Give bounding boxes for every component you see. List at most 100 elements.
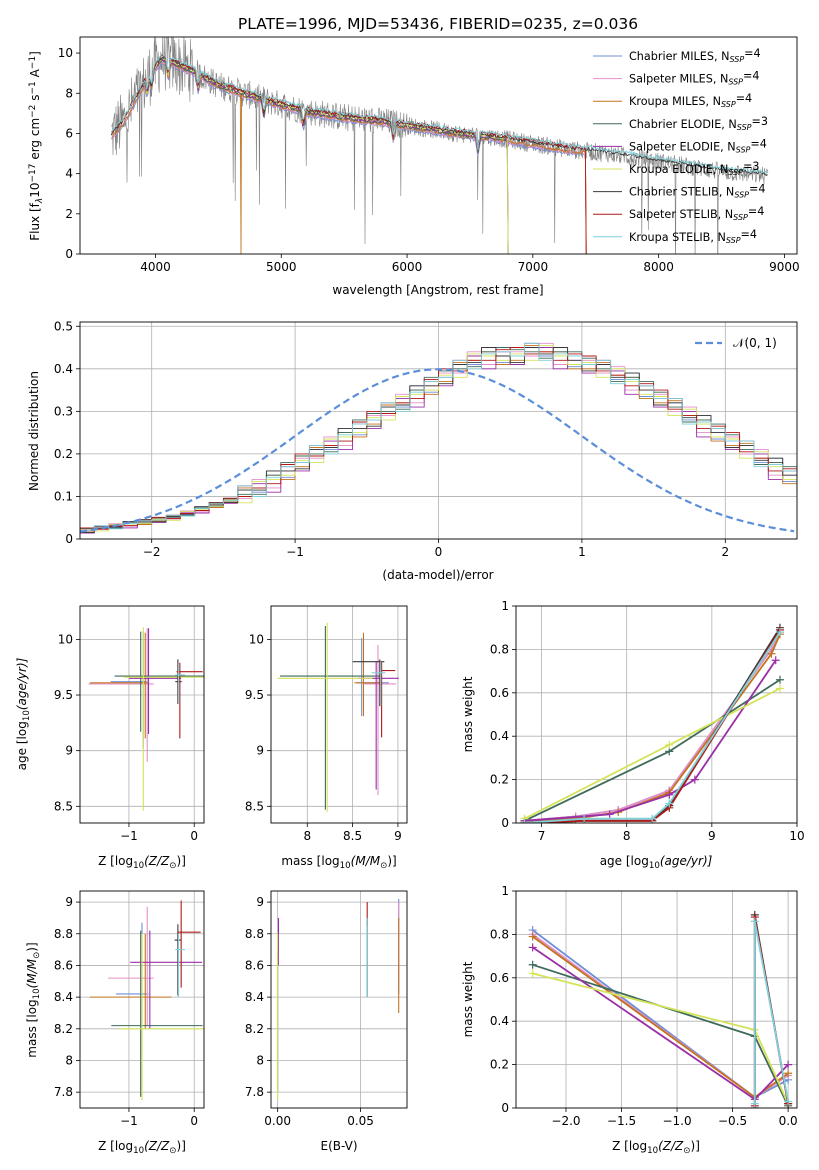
errorbar-chabrier-elodie	[114, 631, 204, 732]
x-axis-label: wavelength [Angstrom, rest frame]	[332, 283, 543, 297]
label-part: SSP	[728, 78, 743, 87]
label-part: Kroupa MILES, N	[629, 95, 721, 108]
x-tick-label: 0	[190, 829, 198, 843]
x-axis-label: mass [log10(M/M⊙)]	[281, 854, 396, 871]
label-part: (age/yr)]	[660, 854, 713, 868]
label-part: 10	[32, 988, 42, 999]
label-part: mass [log	[25, 999, 39, 1057]
legend-entry-chabrier-stelib: Chabrier STELIB, NSSP=4	[629, 182, 766, 200]
errorbar-chabrier-elodie	[111, 930, 203, 1097]
axes: 0.00 0.05 7.8 8 8.2 8.4 8.6 8.8 9	[245, 890, 408, 1128]
label-part: erg cm	[28, 118, 42, 164]
label-part: −1	[28, 81, 38, 94]
y-tick-label: 0.4	[54, 362, 73, 376]
y-tick-label: 8.8	[54, 927, 73, 941]
label-part: (Z/Z	[144, 854, 170, 868]
spectrum-panel: 4000 5000 6000 7000 8000 9000 0 2 4 6 8 10 wavelengt…	[28, 36, 800, 297]
label-part: λ	[35, 198, 45, 204]
residual-histogram-panel: −2 −1 0 1 2 0 0.1 0.2 0.3 0.4 0.5 (data-model)/erro…	[27, 319, 798, 582]
figure-title: PLATE=1996, MJD=53436, FIBERID=0235, z=0…	[238, 15, 638, 33]
label-part: SSP	[736, 146, 751, 155]
x-tick-label: −1	[120, 829, 138, 843]
legend-entry-kroupa-stelib: Kroupa STELIB, NSSP=4	[629, 228, 757, 246]
y-tick-label: 9	[65, 895, 73, 909]
series-chabrier-elodie	[520, 675, 784, 823]
errorbar-chabrier-miles	[115, 922, 149, 1026]
x-tick-label: 0	[190, 1114, 198, 1128]
data-point	[775, 628, 784, 637]
data-spectrum	[111, 37, 769, 254]
x-tick-label: 10	[789, 829, 804, 843]
data-point	[767, 649, 776, 658]
mass-weight-vs-metallicity-panel: −2.0 −1.5 −1.0 −0.5 0.0 0 0.2 0.4 0.6 0.8 1 mass we…	[461, 884, 798, 1156]
label-part: =3	[751, 115, 768, 128]
label-part: 10	[22, 710, 32, 721]
y-axis-label: Normed distribution	[27, 371, 41, 491]
label-part: =4	[748, 205, 765, 218]
label-part: (M/M	[351, 854, 381, 868]
series-line	[524, 627, 781, 823]
label-part: =4	[743, 69, 760, 82]
axes-frame	[515, 605, 798, 824]
y-tick-label: 7.8	[54, 1085, 73, 1099]
errorbar-salpeter-stelib	[176, 662, 203, 739]
label-part: Z [log	[98, 854, 133, 868]
data-point	[665, 799, 674, 808]
histogram-salpeter-elodie	[80, 342, 797, 534]
errorbar-salpeter-stelib	[381, 661, 396, 738]
series-line	[524, 629, 781, 823]
label-part: )]	[177, 854, 186, 868]
axes-frame	[79, 36, 798, 255]
y-axis-label: mass [log10(M/M⊙)]	[25, 942, 42, 1057]
y-tick-label: 0	[65, 247, 73, 261]
data-point	[528, 960, 537, 969]
errorbar-salpeter-stelib	[177, 900, 201, 988]
series-line	[524, 631, 781, 822]
data-point	[750, 917, 759, 926]
grid	[80, 606, 204, 823]
x-tick-label: −1	[286, 545, 304, 559]
y-tick-label: 8.4	[54, 990, 73, 1004]
y-tick-label: 0.8	[490, 927, 509, 941]
y-tick-label: 8.2	[245, 1022, 264, 1036]
label-part: SSP	[729, 55, 744, 64]
x-tick-label: 9	[708, 829, 716, 843]
label-part: Salpeter MILES, N	[629, 73, 728, 86]
legend-entry-chabrier-miles: Chabrier MILES, NSSP=4	[629, 47, 761, 65]
plot-area	[520, 623, 784, 823]
y-tick-label: 10	[58, 46, 73, 60]
data-point	[648, 814, 657, 823]
mass-vs-metallicity-panel: −1 07.888.28.48.68.89Z [log10(Z/Z⊙)]mass …	[25, 890, 205, 1156]
x-tick-label: 5000	[266, 260, 297, 274]
label-part: )]	[25, 942, 39, 951]
errorbar-kroupa-elodie	[123, 627, 204, 811]
y-tick-label: 0.3	[54, 404, 73, 418]
x-tick-label: 0.05	[347, 1114, 374, 1128]
x-tick-label: 7	[538, 829, 546, 843]
label-part: Chabrier STELIB, N	[629, 186, 734, 199]
errorbar-chabrier-elodie	[280, 626, 380, 810]
y-tick-label: 4	[65, 167, 73, 181]
errorbar-kroupa-miles	[354, 632, 382, 717]
x-axis-label: (data-model)/error	[382, 568, 493, 582]
series-line	[524, 631, 781, 823]
y-tick-label: 0.4	[490, 729, 509, 743]
model-spectrum-salpeter-elodie	[142, 58, 509, 254]
errorbar-kroupa-elodie	[277, 622, 373, 812]
y-axis-label: mass weight	[461, 676, 475, 752]
axes-frame	[79, 605, 205, 824]
y-tick-label: 8.6	[245, 958, 264, 972]
series-chabrier-miles	[528, 926, 793, 1102]
axes: 4000 5000 6000 7000 8000 9000 0 2 4 6 8 10	[58, 36, 800, 274]
errorbar-kroupa-elodie	[119, 933, 204, 1101]
plot-area	[528, 910, 793, 1108]
data-point	[771, 656, 780, 665]
label-part: =4	[736, 92, 753, 105]
label-part: mass [log	[281, 854, 339, 868]
axes: −2 −1 0 1 2 0 0.1 0.2 0.3 0.4 0.5	[54, 319, 798, 559]
errorbar-kroupa-stelib	[175, 933, 186, 998]
label-part: s	[28, 95, 42, 105]
legend-entry-salpeter-stelib: Salpeter STELIB, NSSP=4	[629, 205, 764, 223]
series-kroupa-elodie	[520, 684, 784, 823]
label-part: 10	[340, 861, 351, 871]
